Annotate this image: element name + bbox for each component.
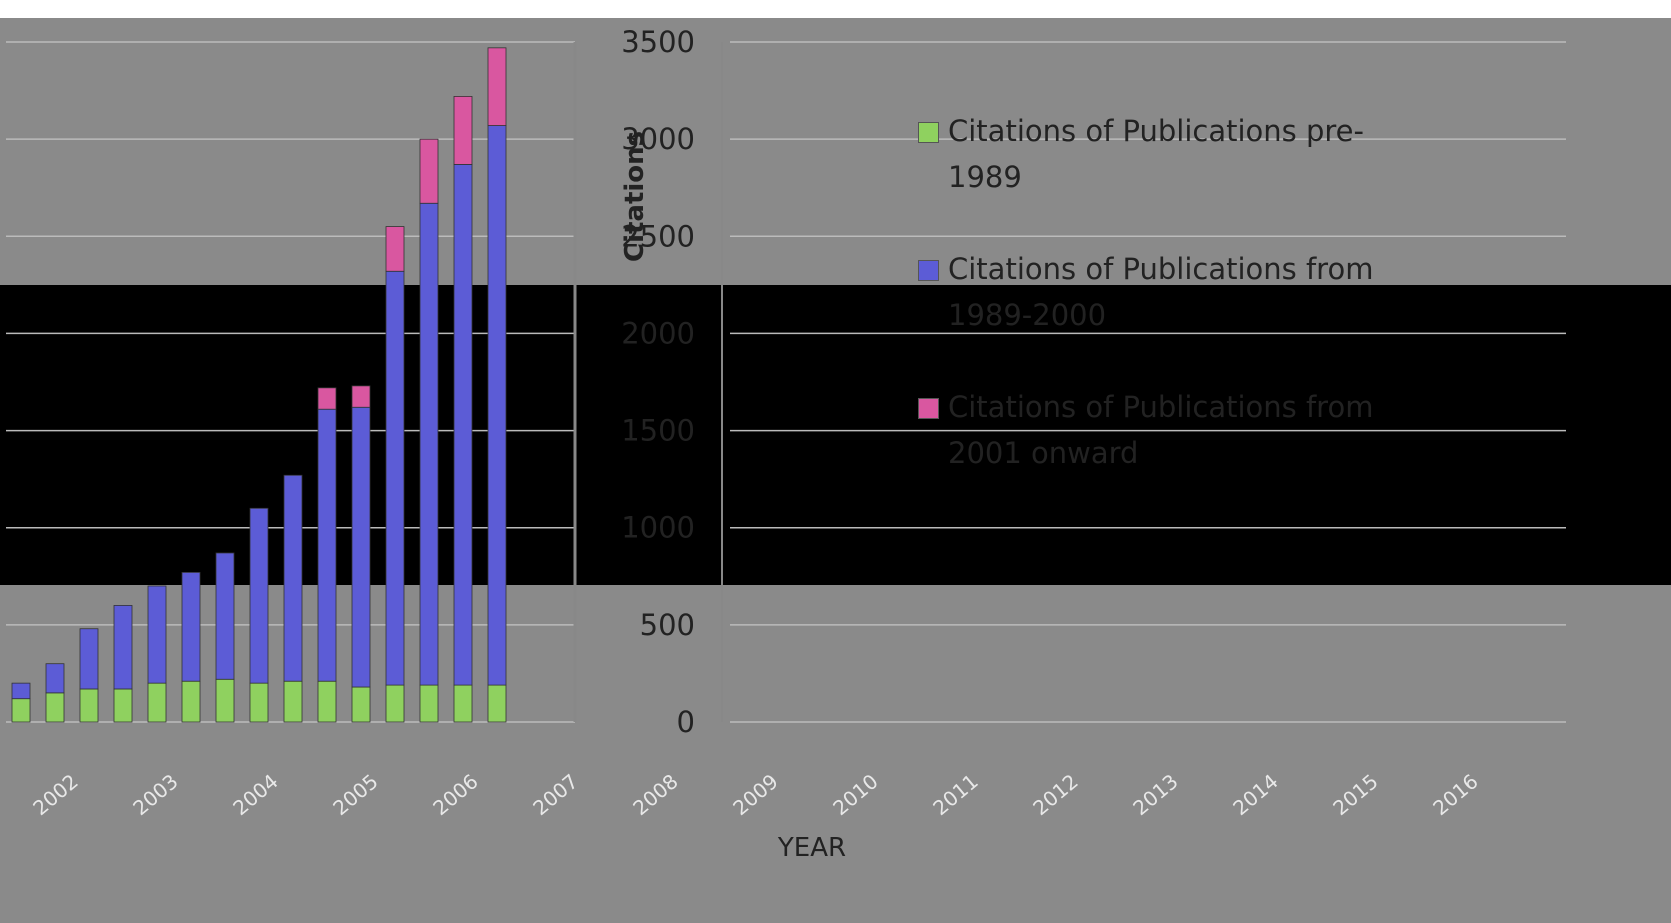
legend-swatch-pre-1989 <box>918 122 939 143</box>
bar-segment-s1 <box>215 552 235 680</box>
x-tick-label: 2009 <box>728 769 782 820</box>
bar-segment-s2 <box>453 96 473 165</box>
x-tick-label: 2004 <box>228 769 282 820</box>
legend-label-2001-onward: Citations of Publications from 2001 onwa… <box>948 390 1374 470</box>
x-tick-label: 2013 <box>1128 769 1182 820</box>
bar-segment-s1 <box>147 585 167 684</box>
bar-segment-s0 <box>181 680 201 723</box>
bar-segment-s0 <box>351 686 371 723</box>
x-tick-label: 2003 <box>128 769 182 820</box>
y-tick-label: 500 <box>640 608 695 642</box>
bar-segment-s1 <box>283 474 303 682</box>
y-tick-label: 3500 <box>621 25 695 59</box>
bar-segment-s0 <box>487 684 507 723</box>
x-tick-label: 2008 <box>628 769 682 820</box>
bar-segment-s1 <box>419 202 439 686</box>
x-tick-label: 2005 <box>328 769 382 820</box>
x-axis-title: YEAR <box>777 833 846 863</box>
x-tick-label: 2016 <box>1428 769 1482 820</box>
legend-swatch-1989-2000 <box>918 260 939 281</box>
bar-segment-s1 <box>249 507 269 684</box>
legend-label-pre-1989: Citations of Publications pre-1989 <box>948 114 1364 194</box>
x-tick-label: 2014 <box>1228 769 1282 820</box>
x-tick-label: 2011 <box>928 769 982 820</box>
bar-segment-s1 <box>79 628 99 690</box>
legend-item-1989-2000: Citations of Publications from 1989-2000 <box>918 246 1388 338</box>
x-tick-label: 2006 <box>428 769 482 820</box>
y-axis-title: Citations <box>620 130 650 262</box>
y-tick-label: 2500 <box>621 219 695 253</box>
chart-legend: Citations of Publications pre-1989 Citat… <box>918 108 1388 522</box>
bar-segment-s0 <box>385 684 405 723</box>
bar-segment-s2 <box>487 47 507 126</box>
y-tick-label: 1500 <box>621 414 695 448</box>
legend-item-pre-1989: Citations of Publications pre-1989 <box>918 108 1388 200</box>
bar-segment-s0 <box>419 684 439 723</box>
bar-segment-s2 <box>351 385 371 408</box>
glitch-band <box>0 285 1671 585</box>
legend-label-1989-2000: Citations of Publications from 1989-2000 <box>948 252 1374 332</box>
bar-segment-s0 <box>249 682 269 723</box>
bar-segment-s0 <box>215 678 235 723</box>
bar-segment-s1 <box>181 572 201 682</box>
bar-segment-s2 <box>317 387 337 410</box>
bar-segment-s1 <box>45 663 65 694</box>
bar-segment-s0 <box>453 684 473 723</box>
x-tick-label: 2007 <box>528 769 582 820</box>
x-tick-label: 2012 <box>1028 769 1082 820</box>
top-band <box>0 0 1671 18</box>
bar-segment-s0 <box>147 682 167 723</box>
y-tick-label: 1000 <box>621 511 695 545</box>
legend-item-2001-onward: Citations of Publications from 2001 onwa… <box>918 384 1388 476</box>
bar-segment-s1 <box>453 163 473 686</box>
x-tick-label: 2010 <box>828 769 882 820</box>
legend-swatch-2001-onward <box>918 398 939 419</box>
bar-segment-s1 <box>317 408 337 682</box>
y-tick-label: 0 <box>677 705 695 739</box>
bar-segment-s2 <box>385 226 405 272</box>
bar-segment-s1 <box>11 682 31 700</box>
bar-segment-s0 <box>283 680 303 723</box>
bar-segment-s1 <box>113 605 133 690</box>
bar-segment-s0 <box>11 698 31 723</box>
x-tick-label: 2002 <box>28 769 82 820</box>
y-tick-label: 3000 <box>621 122 695 156</box>
bar-segment-s2 <box>419 138 439 204</box>
bar-segment-s0 <box>113 688 133 723</box>
y-tick-label: 2000 <box>621 316 695 350</box>
x-tick-label: 2015 <box>1328 769 1382 820</box>
bar-segment-s0 <box>79 688 99 723</box>
bar-segment-s1 <box>487 125 507 686</box>
bar-segment-s1 <box>385 270 405 686</box>
bar-segment-s0 <box>317 680 337 723</box>
bar-segment-s0 <box>45 692 65 723</box>
bar-segment-s1 <box>351 406 371 688</box>
